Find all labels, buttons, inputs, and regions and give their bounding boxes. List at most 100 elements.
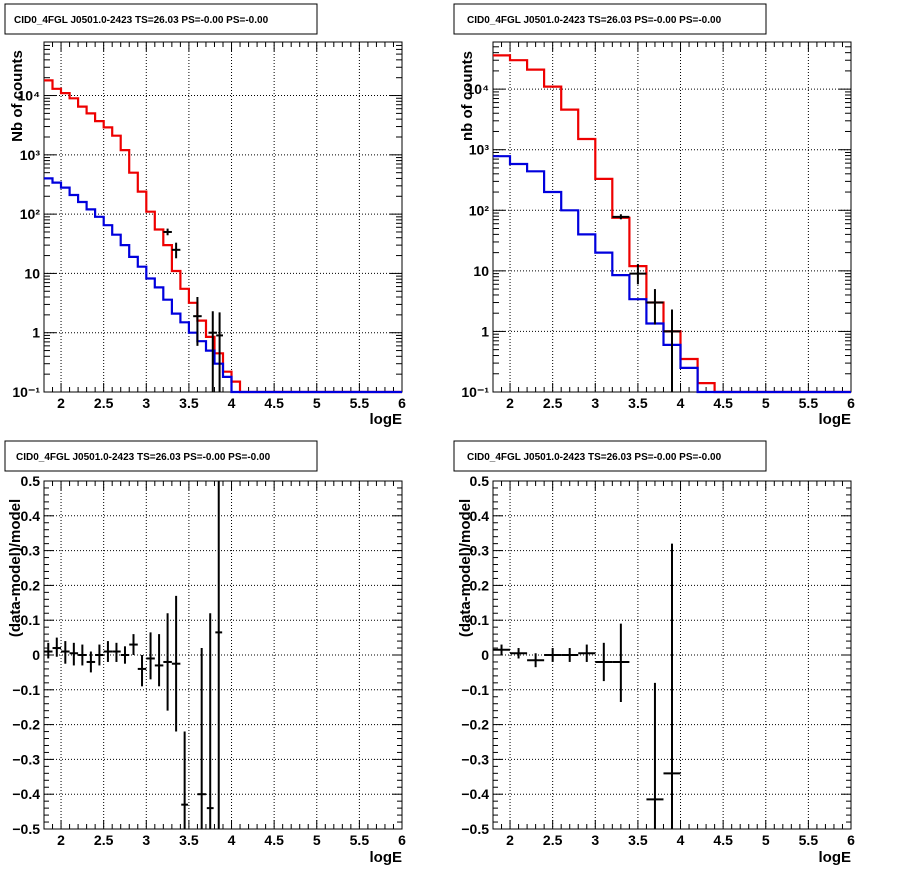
data-point [208, 311, 218, 392]
y-tick-label: 10 [24, 265, 40, 281]
data-point [595, 642, 613, 682]
data-point [197, 648, 206, 829]
y-tick-label: 10² [469, 202, 490, 218]
y-tick-label: −0.1 [461, 682, 489, 698]
grid [44, 481, 402, 829]
x-tick-label: 2 [506, 832, 514, 848]
data-point [629, 263, 647, 285]
panel-title: CID0_4FGL J0501.0-2423 TS=26.03 PS=-0.00… [14, 15, 269, 26]
data-point [120, 646, 130, 664]
y-tick-label: 0.4 [21, 508, 41, 524]
data-point [544, 648, 562, 662]
x-axis-title: logE [370, 849, 403, 866]
x-tick-label: 3 [591, 395, 599, 411]
y-tick-label: 10⁻¹ [12, 384, 40, 400]
x-tick-label: 3.5 [628, 395, 648, 411]
y-tick-label: 0.3 [470, 543, 490, 559]
data-point [493, 644, 511, 655]
data-point [78, 644, 87, 666]
y-tick-label: 0.5 [21, 473, 41, 489]
y-tick-label: 1 [32, 325, 40, 341]
x-tick-label: 3 [591, 832, 599, 848]
y-tick-label: 0.2 [21, 577, 41, 593]
x-tick-label: 6 [847, 832, 855, 848]
panel-title: CID0_4FGL J0501.0-2423 TS=26.03 PS=-0.00… [467, 15, 722, 26]
data-point [146, 632, 155, 680]
data-points [163, 228, 223, 392]
x-axis-title: logE [370, 411, 403, 428]
counts-panel-left: CID0_4FGL J0501.0-2423 TS=26.03 PS=-0.00… [4, 3, 406, 428]
counts-panel-right: CID0_4FGL J0501.0-2423 TS=26.03 PS=-0.00… [453, 3, 855, 428]
title-box [453, 440, 767, 472]
data-point [69, 642, 79, 666]
data-points [612, 214, 681, 392]
x-tick-label: 2 [506, 395, 514, 411]
y-tick-label: 10⁴ [467, 81, 490, 97]
x-tick-label: 5 [762, 395, 770, 411]
x-tick-label: 4 [677, 832, 685, 848]
x-tick-label: 2.5 [543, 832, 563, 848]
data-point [663, 543, 681, 829]
data-point [510, 648, 528, 659]
y-tick-label: 0 [481, 647, 489, 663]
y-tick-label: 0.5 [470, 473, 490, 489]
y-axis-title: nb of counts [459, 51, 476, 141]
x-tick-label: 4.5 [713, 395, 733, 411]
y-tick-label: −0.2 [461, 717, 489, 733]
x-tick-label: 4.5 [264, 395, 284, 411]
panel-title: CID0_4FGL J0501.0-2423 TS=26.03 PS=-0.00… [467, 452, 722, 463]
title-box [453, 3, 767, 35]
x-tick-label: 5.5 [350, 395, 370, 411]
data-point [137, 655, 147, 687]
x-tick-label: 2.5 [94, 832, 114, 848]
data-point [129, 634, 138, 655]
data-point [216, 312, 223, 392]
data-point [181, 731, 189, 829]
data-point [44, 642, 53, 659]
source-model-histogram [493, 155, 851, 394]
y-tick-label: 10³ [20, 147, 41, 163]
title-box [4, 3, 318, 35]
x-tick-label: 2 [57, 395, 65, 411]
data-point [163, 613, 172, 711]
x-tick-label: 3 [142, 832, 150, 848]
x-tick-label: 5 [313, 395, 321, 411]
data-point [86, 651, 96, 673]
title-box [4, 440, 318, 472]
y-tick-label: −0.3 [12, 751, 40, 767]
x-tick-label: 6 [398, 395, 406, 411]
x-tick-label: 3.5 [179, 832, 199, 848]
y-tick-label: 10³ [469, 142, 490, 158]
y-tick-label: 0 [32, 647, 40, 663]
x-tick-label: 2.5 [543, 395, 563, 411]
data-points [44, 481, 223, 829]
x-axis-title: logE [819, 849, 852, 866]
y-tick-label: 0.1 [470, 612, 490, 628]
residual-panel-right: CID0_4FGL J0501.0-2423 TS=26.03 PS=-0.00… [453, 440, 855, 866]
y-tick-label: −0.1 [12, 682, 40, 698]
x-axis-title: logE [819, 411, 852, 428]
y-tick-label: −0.3 [461, 751, 489, 767]
y-tick-label: 10² [20, 206, 41, 222]
data-point [663, 309, 681, 392]
x-tick-label: 2 [57, 832, 65, 848]
x-tick-label: 4.5 [264, 832, 284, 848]
data-point [163, 228, 172, 236]
data-point [206, 613, 214, 829]
grid [493, 42, 851, 392]
data-point [612, 623, 630, 702]
x-tick-label: 2.5 [94, 395, 114, 411]
x-tick-label: 3.5 [179, 395, 199, 411]
y-tick-label: 10⁴ [18, 88, 41, 104]
x-tick-label: 6 [847, 395, 855, 411]
y-tick-label: −0.5 [12, 821, 40, 837]
y-axis-title: (data-model)/model [7, 499, 24, 637]
x-tick-label: 4 [228, 832, 236, 848]
data-point [112, 642, 121, 662]
y-tick-label: 0.4 [470, 508, 490, 524]
x-tick-label: 5 [313, 832, 321, 848]
y-tick-label: 10⁻¹ [461, 384, 489, 400]
total-model-histogram [44, 79, 402, 394]
y-axis-title: Nb of counts [9, 50, 26, 142]
